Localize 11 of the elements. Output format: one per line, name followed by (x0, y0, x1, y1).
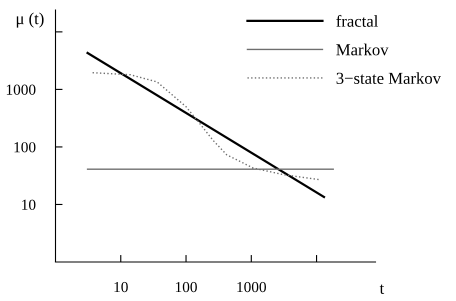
x-tick-label: 1000 (237, 282, 266, 292)
y-tick-label: 10 (22, 200, 36, 210)
y-axis-title: μ (t) (16, 12, 44, 28)
legend-label: 3−state Markov (336, 72, 441, 84)
y-tick-label: 1000 (6, 84, 36, 95)
x-tick-label: 100 (176, 282, 197, 292)
x-axis-title: t (380, 284, 384, 294)
x-tick-label: 10 (114, 282, 128, 292)
legend-label: Markov (336, 44, 389, 56)
y-tick-label: 100 (14, 142, 36, 152)
legend-label: fractal (336, 14, 378, 27)
